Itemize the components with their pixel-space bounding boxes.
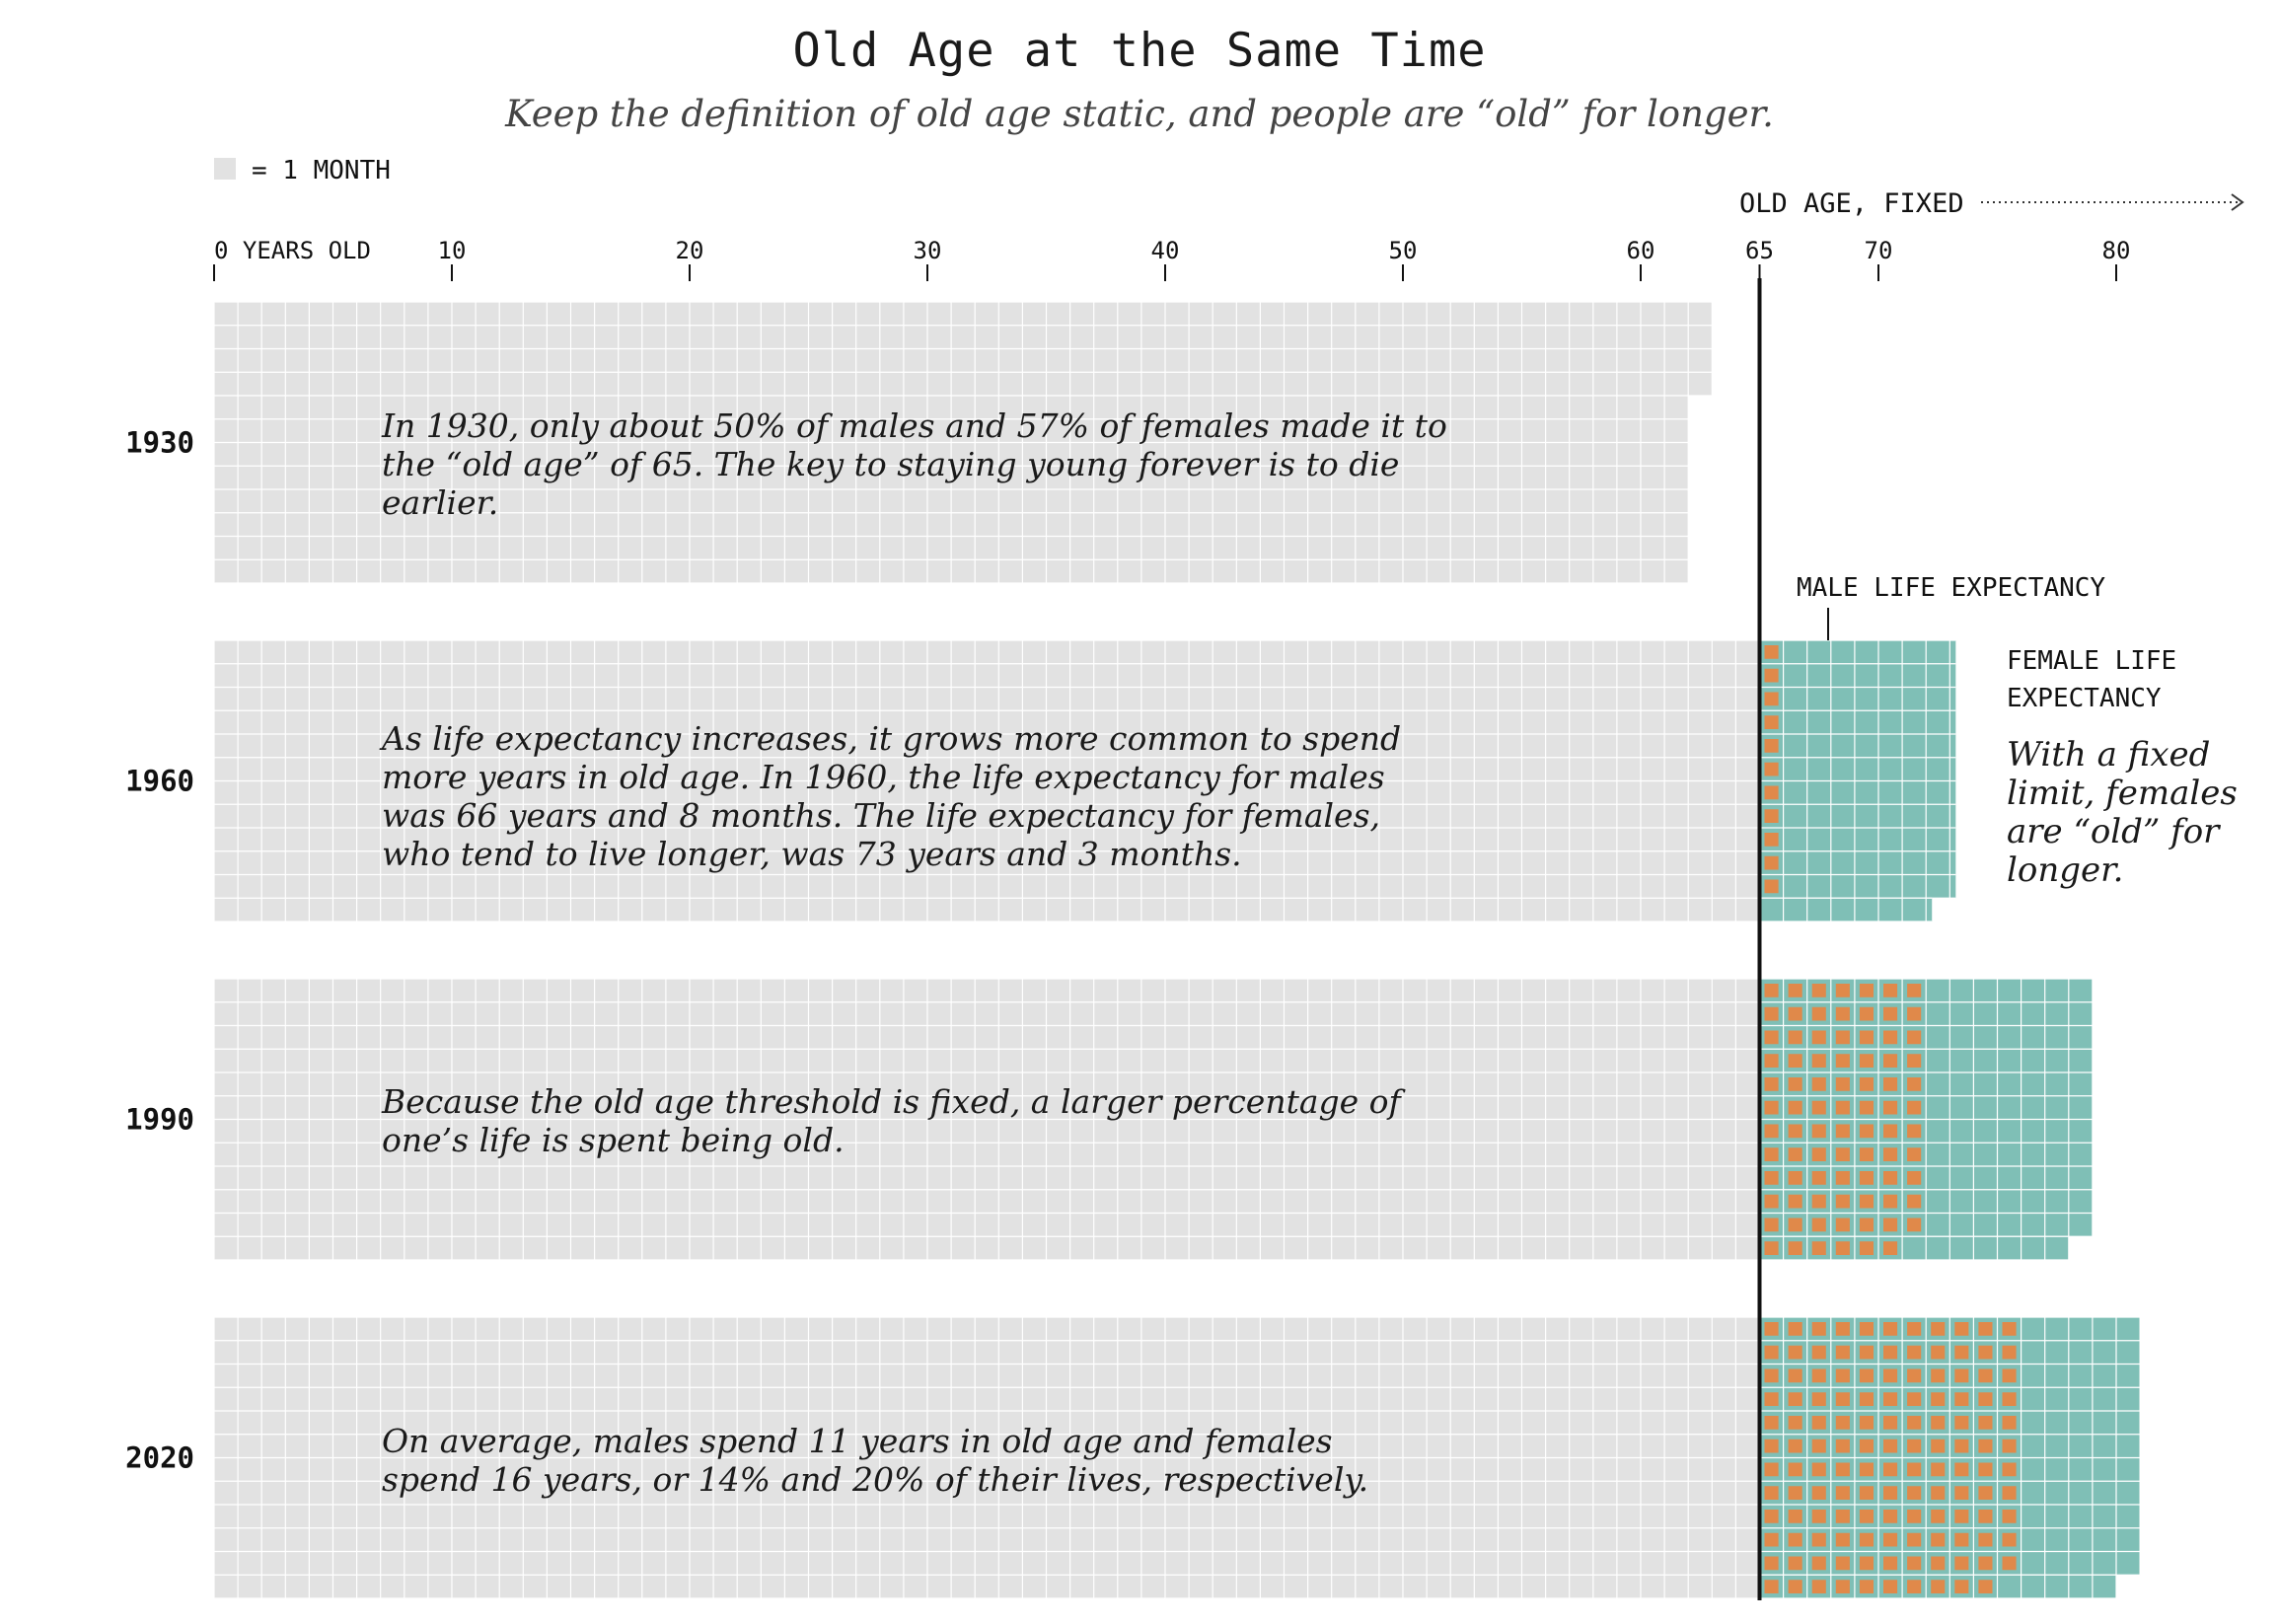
side-note: With a fixed limit, females are “old” fo… (2007, 735, 2238, 891)
young-years-1960 (213, 639, 1761, 923)
female-old-years-tail-1960 (1758, 897, 1933, 923)
young-years-1990 (213, 978, 1761, 1261)
year-label-1960: 1960 (125, 765, 194, 798)
young-years-male-1930 (213, 301, 1713, 397)
female-old-years-1990 (1758, 978, 2094, 1237)
female-life-expectancy-label-1: FEMALE LIFE (2007, 646, 2176, 676)
female-old-years-tail-1990 (1758, 1235, 2070, 1261)
old-age-fixed-label: OLD AGE, FIXED (1739, 188, 1964, 219)
year-label-2020: 2020 (125, 1441, 194, 1475)
row-text-1960: As life expectancy increases, it grows m… (382, 719, 1402, 873)
year-label-1930: 1930 (125, 426, 194, 460)
axis-tick-label-80: 80 (2102, 237, 2131, 264)
male-old-years-1990 (1764, 984, 1922, 1255)
young-years-female-1930 (213, 395, 1689, 584)
axis-tick-label-30: 30 (914, 237, 942, 264)
male-life-expectancy-label: MALE LIFE EXPECTANCY (1797, 573, 2105, 603)
female-old-years-1960 (1758, 639, 1956, 899)
young-years-2020 (213, 1316, 1761, 1599)
axis-tick-label-60: 60 (1627, 237, 1655, 264)
chart-subtitle: Keep the definition of old age static, a… (505, 93, 1774, 135)
male-old-years-1960 (1764, 645, 1779, 894)
axis-tick-label-50: 50 (1389, 237, 1418, 264)
chart-title: Old Age at the Same Time (792, 24, 1487, 78)
row-text-1930: In 1930, only about 50% of males and 57%… (382, 406, 1447, 522)
male-old-years-2020 (1764, 1322, 2017, 1593)
row-text-2020: On average, males spend 11 years in old … (382, 1422, 1369, 1499)
axis-tick-label-65: 65 (1745, 237, 1774, 264)
female-life-expectancy-label-2: EXPECTANCY (2007, 684, 2162, 713)
year-label-1990: 1990 (125, 1103, 194, 1137)
old-age-arrow-head (2231, 193, 2244, 211)
legend-label: = 1 MONTH (252, 156, 391, 185)
axis-tick-label-20: 20 (676, 237, 704, 264)
legend-swatch (214, 158, 236, 180)
axis-tick-label-10: 10 (438, 237, 467, 264)
axis-tick-label-40: 40 (1151, 237, 1180, 264)
axis-tick-label-0: 0 YEARS OLD (214, 237, 371, 264)
row-text-1990: Because the old age threshold is fixed, … (382, 1082, 1401, 1159)
axis-tick-label-70: 70 (1865, 237, 1893, 264)
